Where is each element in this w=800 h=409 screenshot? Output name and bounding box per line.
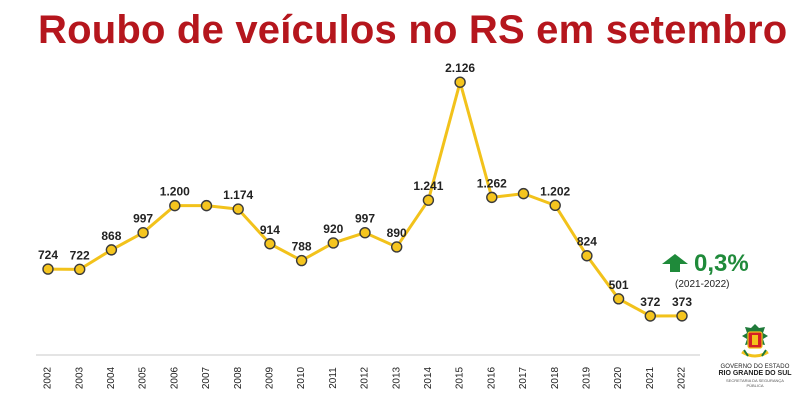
government-logo: GOVERNO DO ESTADO RIO GRANDE DO SUL SECR… xyxy=(718,322,792,388)
data-point-2013 xyxy=(391,241,403,253)
data-point-2006 xyxy=(169,199,181,212)
data-label-2005: 997 xyxy=(133,212,153,226)
x-tick-2004: 2004 xyxy=(106,366,117,389)
data-point-2004 xyxy=(105,244,118,256)
data-label-2010: 788 xyxy=(292,240,312,254)
x-tick-2007: 2007 xyxy=(201,366,212,389)
x-tick-2014: 2014 xyxy=(423,366,434,389)
data-point-2021 xyxy=(644,310,656,322)
data-label-2012: 997 xyxy=(355,212,375,226)
data-label-2015: 2.126 xyxy=(445,61,475,75)
chart-title: Roubo de veículos no RS em setembro xyxy=(38,8,788,52)
data-point-2007 xyxy=(200,199,213,212)
data-point-2022 xyxy=(676,310,688,322)
x-tick-2005: 2005 xyxy=(138,366,149,389)
x-tick-2003: 2003 xyxy=(74,366,85,389)
data-label-2013: 890 xyxy=(387,226,407,240)
data-label-2002: 724 xyxy=(38,248,58,262)
data-point-2008 xyxy=(232,203,244,215)
data-point-2019 xyxy=(581,250,593,262)
x-tick-2015: 2015 xyxy=(455,366,466,389)
data-label-2016: 1.262 xyxy=(477,176,507,190)
x-tick-2010: 2010 xyxy=(296,366,307,389)
data-point-2012 xyxy=(359,226,371,239)
data-label-2006: 1.200 xyxy=(160,185,190,199)
data-label-2020: 501 xyxy=(609,278,629,292)
x-tick-2013: 2013 xyxy=(391,366,402,389)
data-label-2004: 868 xyxy=(101,229,121,243)
data-label-2011: 920 xyxy=(323,222,343,236)
x-tick-2022: 2022 xyxy=(677,366,688,389)
data-label-2022: 373 xyxy=(672,295,692,309)
data-point-2009 xyxy=(264,238,276,250)
data-label-2019: 824 xyxy=(577,235,597,249)
data-label-2008: 1.174 xyxy=(223,188,253,202)
x-tick-2019: 2019 xyxy=(582,366,593,389)
coat-of-arms-icon xyxy=(741,324,769,358)
logo-line-2: RIO GRANDE DO SUL xyxy=(718,370,792,377)
x-tick-2009: 2009 xyxy=(265,366,276,389)
x-tick-2020: 2020 xyxy=(613,366,624,389)
logo-line-3: SECRETARIA DA SEGURANÇA PÚBLICA xyxy=(726,378,784,388)
data-point-2010 xyxy=(295,254,308,267)
data-point-2014 xyxy=(422,194,435,206)
series-line xyxy=(47,80,683,318)
data-label-2014: 1.241 xyxy=(413,179,443,193)
change-indicator: 0,3% xyxy=(662,250,749,278)
data-point-2011 xyxy=(327,237,339,249)
data-point-2003 xyxy=(73,263,86,276)
x-tick-2008: 2008 xyxy=(233,366,244,389)
data-label-2003: 722 xyxy=(70,248,90,262)
logo-line-1: GOVERNO DO ESTADO xyxy=(720,364,790,370)
data-label-2018: 1.202 xyxy=(540,184,570,198)
data-point-2018 xyxy=(549,199,561,212)
data-point-2017 xyxy=(517,187,530,200)
data-label-2021: 372 xyxy=(640,295,660,309)
x-tick-2021: 2021 xyxy=(645,366,656,389)
data-point-2015 xyxy=(454,76,466,88)
change-percent: 0,3% xyxy=(694,250,749,277)
x-tick-2016: 2016 xyxy=(486,366,497,389)
x-tick-2017: 2017 xyxy=(518,366,529,389)
x-tick-2006: 2006 xyxy=(169,366,180,389)
data-point-2002 xyxy=(42,263,54,275)
x-tick-2012: 2012 xyxy=(360,366,371,389)
arrow-up-icon xyxy=(662,254,688,272)
x-tick-2018: 2018 xyxy=(550,366,561,389)
data-point-2005 xyxy=(137,226,149,239)
x-tick-2002: 2002 xyxy=(43,366,54,389)
change-period: (2021-2022) xyxy=(675,279,730,290)
data-point-2020 xyxy=(612,293,625,305)
x-tick-2011: 2011 xyxy=(328,367,339,389)
data-point-2016 xyxy=(486,191,498,204)
data-label-2009: 914 xyxy=(260,223,280,237)
